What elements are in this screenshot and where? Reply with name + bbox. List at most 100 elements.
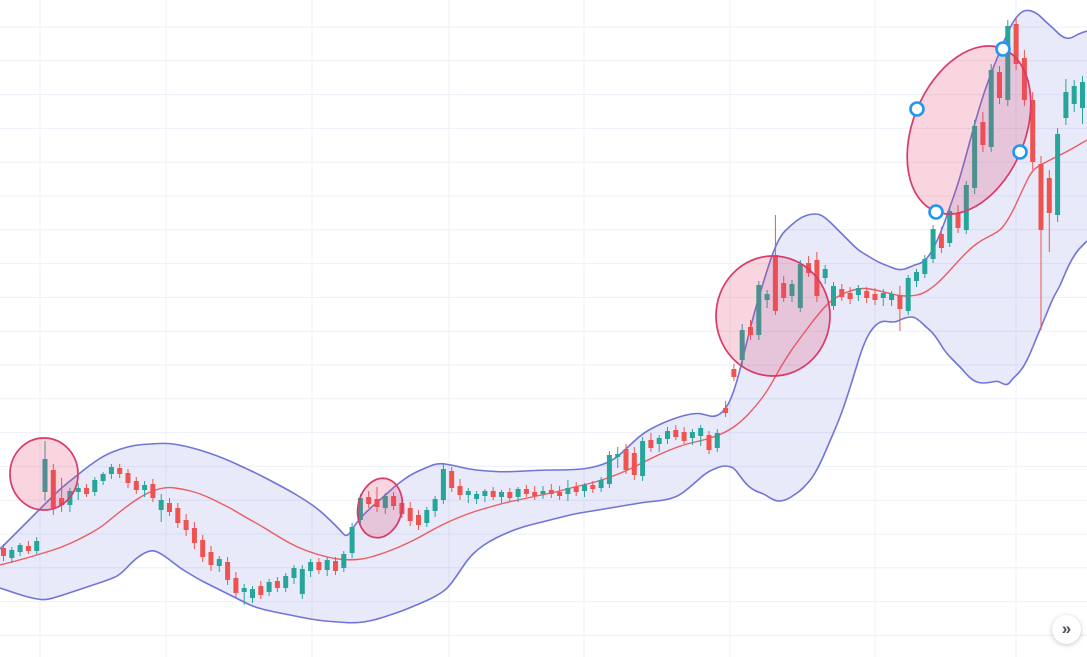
candle (988, 64, 994, 152)
candle (714, 429, 720, 452)
candle (349, 523, 355, 558)
candle-body (623, 449, 629, 470)
candle-body (59, 498, 65, 505)
candle (42, 441, 48, 501)
candle (507, 488, 513, 501)
annotation-ellipse[interactable] (352, 474, 408, 542)
candle (241, 584, 247, 605)
candle (764, 290, 770, 308)
candle (615, 447, 621, 468)
candle (922, 255, 928, 278)
drawing-handle[interactable] (909, 101, 925, 117)
candle-body (216, 559, 222, 566)
candle-body (308, 562, 314, 571)
candle (465, 488, 471, 503)
candle-body (739, 330, 745, 360)
candle-body (880, 293, 886, 298)
candle (9, 547, 15, 563)
candle (133, 477, 139, 494)
candle-body (100, 474, 106, 481)
bollinger-band-fill (0, 10, 1087, 623)
candle (258, 581, 264, 599)
candle (980, 112, 986, 152)
candle (1005, 20, 1011, 106)
candle (167, 498, 172, 516)
candle-body (731, 369, 737, 377)
candle (1, 544, 6, 561)
candle-body (938, 234, 944, 248)
candle-body (665, 431, 670, 439)
candle-body (1063, 92, 1069, 118)
candle-body (9, 550, 15, 558)
drawing-handle[interactable] (1012, 144, 1028, 160)
candle (382, 493, 388, 514)
candle-body (1055, 134, 1061, 215)
candle-body (764, 294, 770, 300)
candle (739, 324, 745, 366)
candle-body (42, 459, 48, 492)
candle (540, 486, 546, 499)
drawing-annotations (9, 41, 1032, 542)
candle (1046, 170, 1052, 252)
candle (1063, 79, 1069, 125)
candle-body (1080, 82, 1085, 108)
annotation-ellipse[interactable] (9, 437, 79, 511)
double-chevron-right-icon: » (1061, 619, 1072, 638)
candle-body (175, 508, 181, 523)
candle (117, 464, 123, 478)
candle (158, 494, 164, 522)
candle-body (997, 72, 1002, 98)
candle-body (548, 490, 554, 494)
candle-body (416, 515, 421, 525)
candle-body (980, 122, 986, 145)
candle-body (333, 561, 338, 571)
candle (855, 285, 861, 301)
candle (648, 433, 654, 452)
candle-body (183, 520, 189, 530)
candle-body (748, 327, 753, 335)
candle-body (681, 432, 687, 441)
candle (731, 364, 737, 381)
candle-body (1030, 100, 1036, 162)
annotation-ellipse[interactable] (715, 255, 831, 377)
candle-body (972, 126, 978, 188)
candle-body (648, 440, 654, 448)
candle-body (474, 494, 480, 499)
bollinger-band (0, 9, 1087, 624)
candle-body (1013, 24, 1019, 64)
candle-body (698, 428, 704, 436)
candle (723, 401, 729, 417)
expand-panel-button[interactable]: » (1052, 615, 1081, 644)
candle-body (432, 499, 438, 511)
candle-body (17, 545, 23, 552)
candle (681, 427, 687, 444)
candle (216, 556, 222, 572)
candle (606, 451, 612, 488)
candle (490, 487, 496, 500)
candle (523, 485, 529, 497)
candle-body (1005, 26, 1011, 100)
candle-body (756, 285, 762, 335)
candle (316, 558, 322, 574)
candle (1080, 76, 1085, 124)
drawing-handle[interactable] (995, 41, 1011, 57)
candle (191, 522, 197, 549)
candle (772, 215, 778, 315)
candle-body (839, 289, 845, 297)
candle (75, 483, 81, 500)
drawing-handle[interactable] (928, 204, 944, 220)
candle-body (316, 562, 322, 570)
candle-body (1071, 86, 1077, 104)
candle-body (391, 496, 397, 506)
candle (847, 287, 853, 304)
candle (266, 579, 272, 596)
candle-body (233, 578, 239, 593)
candle-body (864, 291, 870, 298)
candle (482, 489, 488, 502)
candle-body (34, 541, 40, 551)
candle-body (449, 471, 455, 488)
candle (125, 469, 131, 488)
candle-body (573, 487, 579, 492)
